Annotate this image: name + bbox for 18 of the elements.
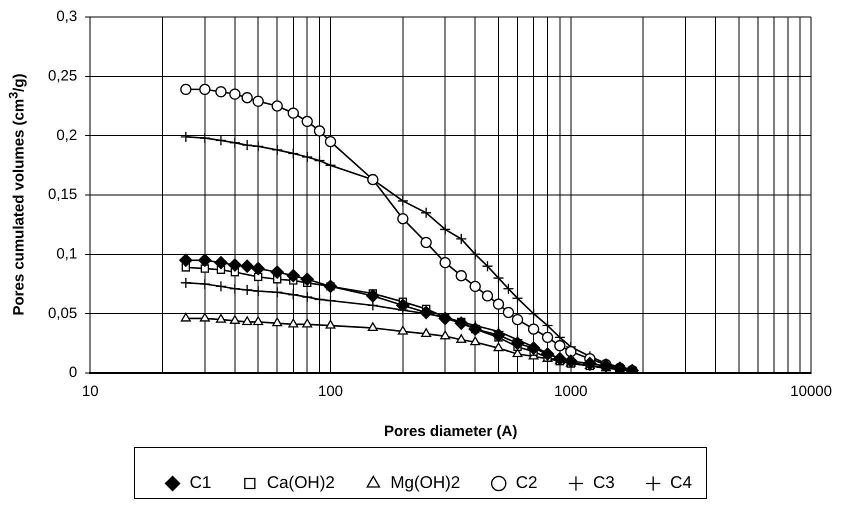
y-tick-label: 0,25 xyxy=(48,67,78,84)
y-tick-label: 0,3 xyxy=(56,8,78,26)
y-tick-label: 0,1 xyxy=(56,245,78,262)
legend-label: C1 xyxy=(190,473,212,492)
legend-label: C3 xyxy=(592,473,615,492)
legend-label: Mg(OH)2 xyxy=(390,473,460,492)
y-tick-label: 0 xyxy=(68,364,78,382)
legend-label: C4 xyxy=(670,473,692,492)
x-tick-label: 100 xyxy=(318,383,344,400)
y-tick-label: 0,15 xyxy=(48,186,78,204)
x-tick-label: 1000 xyxy=(554,383,588,400)
y-tick-label: 0,2 xyxy=(56,126,78,144)
y-tick-label: 0,05 xyxy=(48,304,78,322)
legend-label: Ca(OH)2 xyxy=(266,473,335,492)
x-axis-title: Pores diameter (A) xyxy=(384,423,518,440)
x-tick-label: 10 xyxy=(82,383,99,400)
x-tick-label: 10000 xyxy=(790,383,832,400)
legend-label: C2 xyxy=(516,473,538,492)
